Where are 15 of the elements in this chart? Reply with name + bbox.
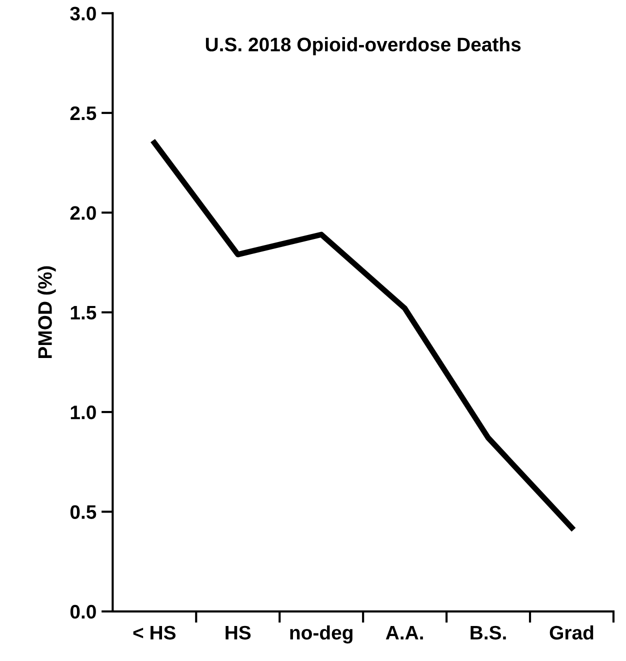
y-tick-label: 0.5 [70,505,96,519]
y-tick-label: 2.5 [70,106,96,120]
y-axis-title: PMOD (%) [38,266,56,358]
y-tick-label: 0.0 [70,604,96,619]
x-tick-label: HS [226,626,251,640]
x-tick-label: A.A. [386,626,423,640]
y-tick-label: 2.0 [70,206,96,220]
x-tick-label: < HS [133,626,176,640]
text: U.S. 2018 Opioid-overdose Deaths [206,37,521,56]
y-tick-label: 1.5 [70,306,96,320]
x-tick-label: B.S. [470,626,506,640]
y-tick-label: 3.0 [70,6,96,20]
x-tick-label: no-deg [290,625,352,644]
y-tick-label: 1.0 [70,405,96,420]
x-tick-label: Grad [550,625,594,640]
